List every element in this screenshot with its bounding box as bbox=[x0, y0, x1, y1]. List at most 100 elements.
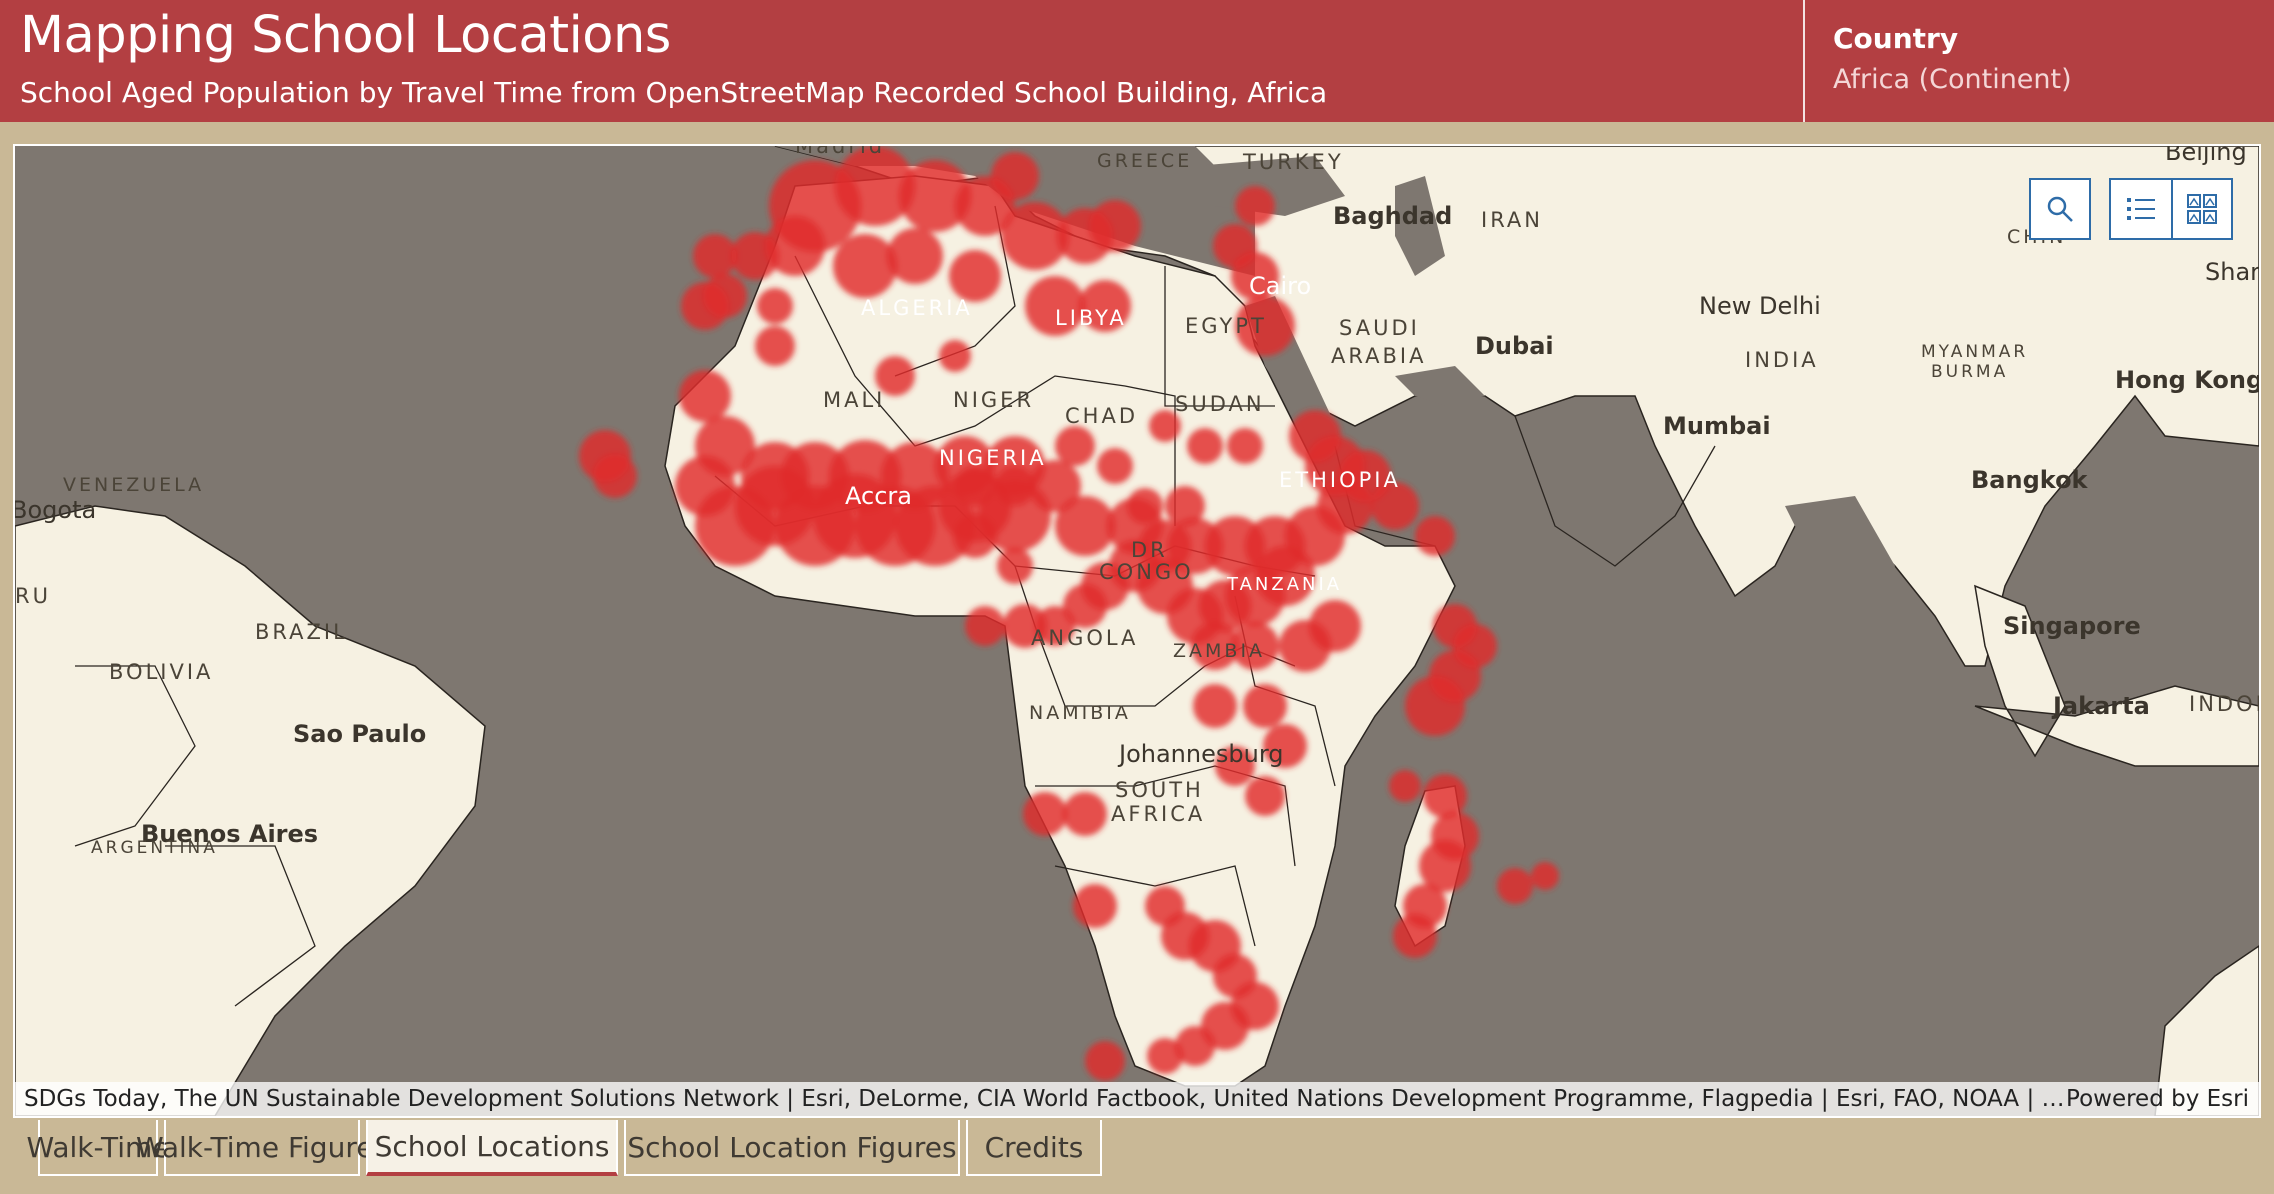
map-view[interactable]: Madrid GREECE TURKEY Baghdad IRAN SAUDI … bbox=[13, 144, 2261, 1118]
map-label-argentina: ARGENTINA bbox=[91, 838, 218, 858]
search-icon bbox=[2047, 196, 2073, 222]
school-heat-blob bbox=[679, 370, 731, 422]
school-heat-blob bbox=[1023, 792, 1067, 836]
school-heat-blob bbox=[899, 160, 971, 232]
school-heat-blob bbox=[1419, 840, 1471, 892]
attribution-text[interactable]: SDGs Today, The UN Sustainable Developme… bbox=[24, 1086, 2067, 1112]
map-attribution: SDGs Today, The UN Sustainable Developme… bbox=[15, 1082, 2259, 1116]
school-heat-blob bbox=[1001, 202, 1069, 270]
map-label-cairo: Cairo bbox=[1249, 272, 1312, 300]
school-heat-blob bbox=[1035, 606, 1075, 646]
app-header: Mapping School Locations School Aged Pop… bbox=[0, 0, 2274, 122]
legend-button[interactable] bbox=[2109, 178, 2171, 240]
school-heat-blob bbox=[1393, 914, 1437, 958]
school-heat-blob bbox=[1309, 600, 1361, 652]
school-heat-blob bbox=[1235, 296, 1295, 356]
map-label-arabia: ARABIA bbox=[1331, 344, 1427, 368]
page-title: Mapping School Locations bbox=[20, 6, 671, 65]
map-label-jakarta: Jakarta bbox=[2053, 692, 2150, 720]
map-label-bogota: Bogota bbox=[13, 496, 97, 524]
map-label-mumbai: Mumbai bbox=[1663, 412, 1771, 440]
school-heat-blob bbox=[833, 234, 897, 298]
school-heat-blob bbox=[1149, 410, 1181, 442]
basemap-gallery-button[interactable] bbox=[2171, 178, 2233, 240]
land-se-asia bbox=[1974, 584, 2259, 767]
school-heat-blob bbox=[1055, 426, 1095, 466]
map-label-baghdad: Baghdad bbox=[1333, 202, 1453, 230]
school-heat-blob bbox=[1165, 486, 1205, 526]
school-heat-blob bbox=[1497, 868, 1533, 904]
land-australia bbox=[2154, 945, 2259, 1116]
school-heat-blob bbox=[997, 548, 1033, 584]
map-label-hong-kong: Hong Kong bbox=[2115, 366, 2261, 394]
powered-by-esri-link[interactable]: Powered by Esri bbox=[2066, 1086, 2249, 1112]
school-heat-blob bbox=[1245, 776, 1285, 816]
country-label: Country bbox=[1833, 22, 1959, 55]
map-label-beijing: Beijing bbox=[2165, 144, 2247, 166]
map-label-madrid: Madrid bbox=[795, 144, 886, 158]
water-mediterranean bbox=[775, 146, 1255, 276]
map-label-saudi: SAUDI bbox=[1339, 316, 1420, 340]
water-persian-gulf bbox=[1395, 366, 1485, 406]
school-heat-blob bbox=[1025, 276, 1085, 336]
school-heat-blob bbox=[1405, 676, 1465, 736]
school-heat-blob bbox=[703, 274, 747, 318]
school-location-heatmap bbox=[579, 146, 1559, 1081]
basemap bbox=[15, 146, 2259, 1116]
map-label-buenos-aires: Buenos Aires bbox=[141, 820, 319, 848]
land-south-america bbox=[15, 505, 486, 1116]
map-label-turkey: TURKEY bbox=[1243, 150, 1344, 174]
map-label-indonesia: INDON bbox=[2189, 692, 2259, 716]
tab-bar: Walk-Time Walk-Time Figures School Locat… bbox=[26, 1120, 1108, 1176]
school-heat-blob bbox=[1089, 200, 1141, 252]
map-label-tanzania: TANZANIA bbox=[1227, 574, 1343, 595]
water-bay-of-bengal bbox=[1785, 496, 1895, 616]
basemap-gallery-icon bbox=[2187, 194, 2217, 224]
school-heat-blob bbox=[1415, 516, 1455, 556]
map-label-sao-paulo: Sao Paulo bbox=[293, 720, 427, 748]
water-caspian bbox=[1395, 176, 1445, 276]
map-label-sudan: SUDAN bbox=[1175, 392, 1265, 416]
school-heat-blob bbox=[1531, 862, 1559, 890]
map-label-congo: CONGO bbox=[1099, 560, 1194, 584]
school-heat-blob bbox=[1193, 684, 1237, 728]
school-heat-blob bbox=[1227, 428, 1263, 464]
map-label-mali: MALI bbox=[823, 388, 886, 412]
map-label-iran: IRAN bbox=[1481, 208, 1544, 232]
tab-credits[interactable]: Credits bbox=[966, 1120, 1102, 1176]
search-button[interactable] bbox=[2029, 178, 2091, 240]
school-heat-blob bbox=[757, 288, 793, 324]
school-heat-blob bbox=[1003, 604, 1047, 648]
map-label-algeria: ALGERIA bbox=[861, 296, 973, 320]
school-heat-blob bbox=[1371, 482, 1419, 530]
school-heat-blob bbox=[1147, 1038, 1183, 1074]
country-selector[interactable]: Africa (Continent) bbox=[1833, 64, 2072, 95]
school-heat-blob bbox=[593, 454, 637, 498]
school-heat-blob bbox=[1339, 450, 1391, 502]
school-heat-blob bbox=[875, 356, 915, 396]
school-heat-blob bbox=[939, 340, 971, 372]
map-label-namibia: NAMIBIA bbox=[1029, 702, 1131, 724]
tab-walk-time-figures[interactable]: Walk-Time Figures bbox=[136, 1120, 388, 1176]
tab-school-location-figures[interactable]: School Location Figures bbox=[624, 1120, 960, 1176]
map-label-brazil: BRAZIL bbox=[255, 620, 348, 644]
map-label-chad: CHAD bbox=[1065, 404, 1138, 428]
tab-walk-time[interactable]: Walk-Time bbox=[26, 1120, 170, 1176]
school-heat-blob bbox=[1055, 496, 1115, 556]
map-label-dubai: Dubai bbox=[1475, 332, 1554, 360]
map-label-singapore: Singapore bbox=[2003, 612, 2141, 640]
tab-school-locations[interactable]: School Locations bbox=[366, 1120, 618, 1176]
school-heat-blob bbox=[781, 442, 849, 510]
map-label-accra: Accra bbox=[845, 482, 912, 510]
school-heat-blob bbox=[1231, 252, 1279, 300]
school-heat-blob bbox=[991, 152, 1039, 200]
school-heat-blob bbox=[1097, 448, 1133, 484]
map-label-venezuela: VENEZUELA bbox=[63, 474, 205, 496]
school-heat-blob bbox=[1235, 186, 1275, 226]
school-heat-blob bbox=[1073, 884, 1117, 928]
map-label-peru: RU bbox=[15, 584, 51, 608]
school-heat-blob bbox=[755, 326, 795, 366]
school-heat-blob bbox=[949, 250, 1001, 302]
map-label-bangkok: Bangkok bbox=[1971, 466, 2088, 494]
map-label-dr: DR bbox=[1131, 538, 1168, 562]
